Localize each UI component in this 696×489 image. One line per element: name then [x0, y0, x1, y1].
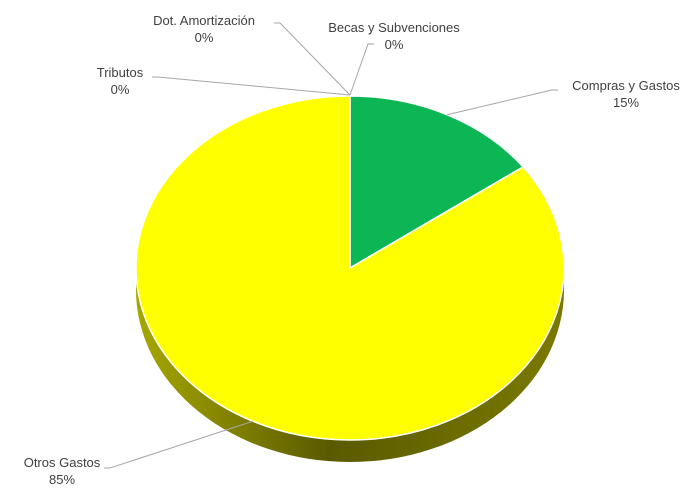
leader-line-becas: [349, 43, 374, 96]
label-tributos-name: Tributos: [97, 65, 144, 80]
label-compras-percent: 15%: [613, 95, 639, 110]
label-otros-percent: 85%: [49, 472, 75, 487]
label-amortizacion-percent: 0%: [195, 30, 214, 45]
label-becas-name: Becas y Subvenciones: [328, 20, 460, 35]
leader-line-tributos: [152, 76, 351, 96]
label-becas-percent: 0%: [385, 37, 404, 52]
label-amortizacion-name: Dot. Amortización: [153, 13, 255, 28]
label-tributos-percent: 0%: [111, 82, 130, 97]
leader-line-otros: [104, 420, 254, 469]
leader-line-compras: [447, 89, 558, 116]
slice-compras-y-gastos: [349, 95, 524, 269]
leader-line-amortizacion: [274, 22, 351, 96]
label-compras-name: Compras y Gastos: [572, 78, 680, 93]
leader-lines: [104, 22, 558, 469]
label-otros-name: Otros Gastos: [24, 455, 101, 470]
slice-otros-gastos: [135, 95, 565, 441]
pie-slices: [135, 95, 565, 441]
